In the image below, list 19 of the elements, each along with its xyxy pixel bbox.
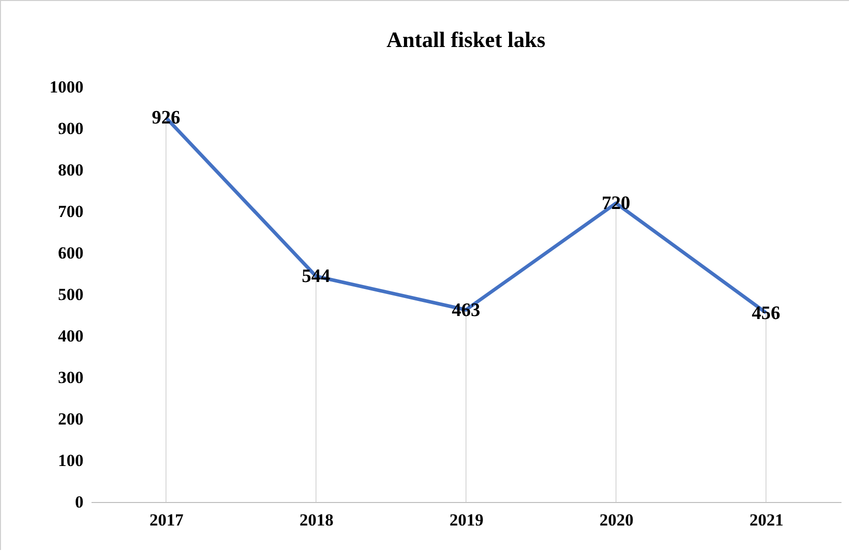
data-label: 456 (752, 302, 780, 324)
y-tick-label: 0 (75, 492, 84, 512)
x-tick-label: 2018 (300, 510, 334, 530)
x-tick-label: 2017 (150, 510, 184, 530)
y-tick-label: 700 (58, 202, 84, 221)
y-tick-label: 100 (58, 451, 84, 470)
y-tick-label: 500 (58, 285, 84, 304)
y-tick-label: 300 (58, 368, 84, 387)
chart-title: Antall fisket laks (386, 27, 546, 52)
x-tick-label: 2019 (450, 510, 484, 530)
y-tick-label: 400 (58, 326, 84, 346)
y-tick-label: 600 (58, 244, 84, 262)
data-label: 926 (152, 108, 180, 129)
y-tick-label: 800 (58, 160, 84, 180)
y-tick-label: 1000 (50, 78, 84, 96)
x-tick-label: 2021 (750, 510, 784, 530)
y-tick-label: 200 (58, 410, 84, 428)
y-tick-label: 900 (58, 119, 84, 138)
x-tick-label: 2020 (600, 510, 634, 530)
